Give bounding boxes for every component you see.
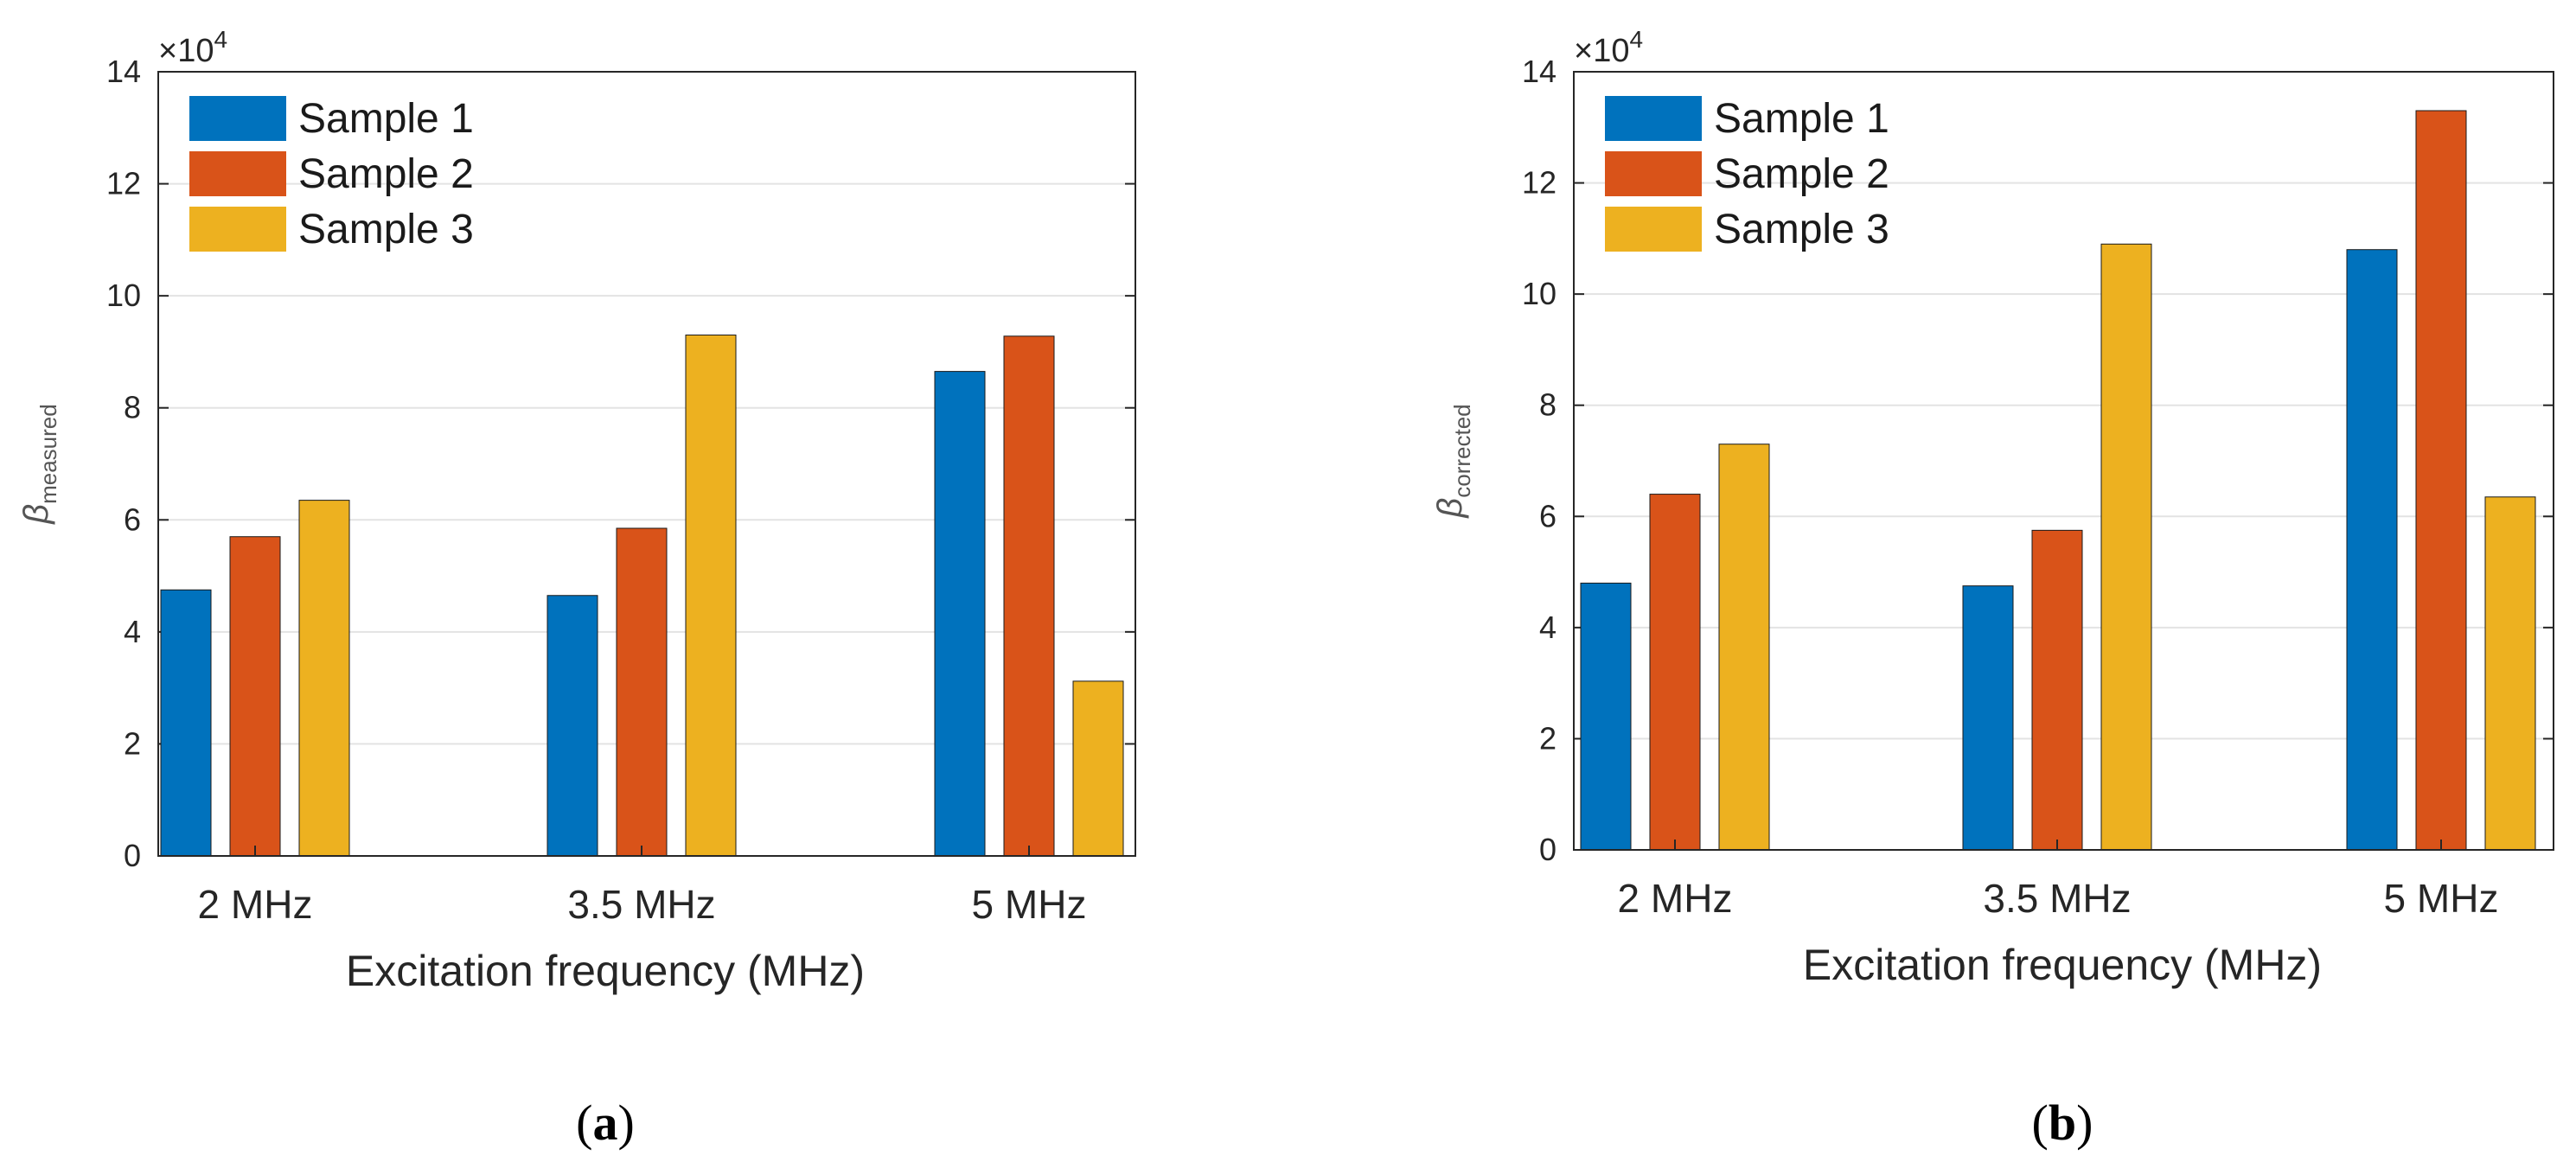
legend-entry-1: Sample 1	[1714, 96, 1889, 142]
bar-sample-3-1	[685, 334, 737, 857]
bar-sample-1-2	[2346, 249, 2398, 851]
legend-entry-2: Sample 2	[298, 151, 474, 197]
panel-label-close: )	[618, 1095, 635, 1151]
bar-sample-2-0	[1649, 494, 1701, 851]
exponent-label: ×104	[1574, 26, 1643, 69]
panel-label: (a)	[576, 1095, 635, 1151]
bar-sample-3-0	[1718, 444, 1770, 851]
panel-label-letter: b	[2049, 1095, 2076, 1151]
bar-sample-1-0	[1580, 582, 1632, 851]
y-tick-label: 0	[1539, 832, 1556, 867]
legend-entry-3: Sample 3	[298, 207, 474, 252]
exponent-prefix: ×10	[158, 33, 214, 69]
y-tick-label: 14	[1522, 54, 1556, 89]
bar-sample-3-0	[298, 500, 350, 857]
axes-box	[157, 71, 1136, 857]
x-axis-label: Excitation frequency (MHz)	[346, 947, 865, 995]
y-axis-subscript: corrected	[1449, 404, 1475, 497]
axes-box	[1573, 71, 2554, 851]
bar-sample-2-1	[616, 527, 668, 857]
chart-panel-a: 0 2 4 6 8 10 12 14 2 MHz 3.5 MHz 5 MHz Excitation f…	[17, 26, 1136, 1151]
bar-sample-2-1	[2031, 529, 2083, 851]
exponent-power: 4	[214, 26, 227, 53]
bar-sample-2-0	[229, 536, 281, 857]
legend-swatch-1	[189, 96, 286, 141]
x-axis-label: Excitation frequency (MHz)	[1803, 941, 2322, 989]
exponent-prefix: ×10	[1574, 33, 1629, 69]
y-axis-label: βmeasured	[17, 404, 61, 524]
y-tick-label: 2	[1539, 720, 1556, 756]
bar-sample-3-2	[2484, 496, 2536, 851]
y-tick-label: 0	[124, 838, 141, 873]
legend-entry-1: Sample 1	[298, 96, 474, 142]
bar-sample-2-2	[1003, 335, 1055, 857]
x-tick-label: 2 MHz	[198, 882, 313, 927]
x-tick-label: 3.5 MHz	[567, 882, 715, 927]
bar-sample-2-2	[2415, 110, 2467, 851]
bar-sample-1-2	[934, 371, 986, 857]
bar-sample-1-1	[1962, 585, 2014, 851]
y-axis-symbol: β	[1431, 498, 1469, 519]
y-tick-label: 6	[1539, 498, 1556, 533]
legend-swatch-2	[189, 151, 286, 196]
legend-swatch-3	[1605, 207, 1702, 252]
y-tick-label: 4	[1539, 610, 1556, 645]
bar-sample-1-1	[547, 595, 598, 857]
y-tick-label: 8	[124, 390, 141, 425]
panel-label-close: )	[2076, 1095, 2093, 1151]
panel-label-letter: a	[593, 1095, 618, 1151]
y-tick-label: 10	[1522, 276, 1556, 311]
x-tick-label: 5 MHz	[2384, 876, 2499, 921]
y-axis-symbol: β	[17, 504, 55, 525]
y-tick-label: 4	[124, 614, 141, 649]
y-tick-label: 10	[106, 278, 141, 313]
panel-label-open: (	[2032, 1095, 2049, 1151]
panel-label: (b)	[2032, 1095, 2093, 1151]
x-tick-label: 5 MHz	[972, 882, 1087, 927]
legend-entry-3: Sample 3	[1714, 207, 1889, 252]
y-axis-label: βcorrected	[1431, 404, 1475, 518]
legend-swatch-2	[1605, 151, 1702, 196]
x-tick-label: 2 MHz	[1618, 876, 1733, 921]
exponent-label: ×104	[158, 26, 227, 69]
y-axis-subscript: measured	[35, 404, 61, 504]
y-tick-label: 14	[106, 54, 141, 89]
legend-swatch-1	[1605, 96, 1702, 141]
panel-label-open: (	[576, 1095, 592, 1151]
y-tick-label: 2	[124, 725, 141, 761]
legend-swatch-3	[189, 207, 286, 252]
bar-sample-3-2	[1072, 680, 1124, 857]
y-tick-label: 6	[124, 501, 141, 537]
y-tick-label: 12	[106, 166, 141, 201]
x-tick-label: 3.5 MHz	[1983, 876, 2131, 921]
chart-panel-b: 0 2 4 6 8 10 12 14 2 MHz 3.5 MHz 5 MHz Excitation f…	[1431, 26, 2554, 1151]
bar-sample-1-0	[160, 589, 212, 857]
y-tick-label: 8	[1539, 387, 1556, 423]
legend-entry-2: Sample 2	[1714, 151, 1889, 197]
bar-sample-3-1	[2100, 243, 2152, 851]
y-tick-label: 12	[1522, 165, 1556, 201]
exponent-power: 4	[1629, 26, 1643, 53]
